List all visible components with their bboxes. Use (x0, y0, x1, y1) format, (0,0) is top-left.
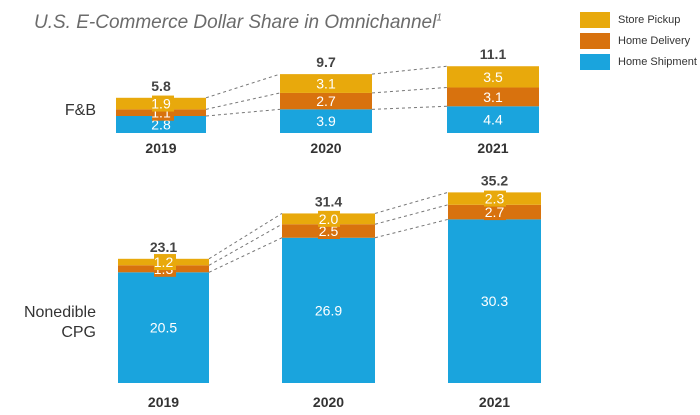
label-tab-0-2020-store-pickup (316, 75, 338, 92)
row-label-cpg: CPG (61, 324, 96, 341)
row-label-nonedible: Nonedible (24, 304, 96, 321)
value-label-0-2021-home-shipment: 4.4 (483, 112, 503, 128)
connector-0-0-store-pickup (205, 73, 281, 99)
connector-0-0-home-shipment (205, 108, 281, 117)
value-label-0-2019-store-pickup: 1.9 (151, 96, 171, 112)
value-label-0-2020-home-delivery: 2.7 (316, 93, 336, 109)
chart-title: U.S. E-Commerce Dollar Share in Omnichan… (34, 12, 442, 34)
label-tab-1-2021-home-delivery (484, 204, 506, 221)
chart-title-text: U.S. E-Commerce Dollar Share in Omnichan… (34, 12, 437, 33)
x-tick-0-2021: 2021 (477, 140, 508, 156)
bar-1-2019-home-shipment (118, 272, 209, 383)
bar-1-2021-home-shipment (448, 219, 541, 383)
connector-1-0-home-shipment (208, 237, 283, 273)
label-tab-1-2020-home-delivery (318, 222, 340, 239)
x-tick-0-2020: 2020 (310, 140, 341, 156)
value-label-1-2021-home-delivery: 2.7 (485, 204, 505, 220)
total-label-0-2019: 5.8 (151, 78, 171, 94)
total-label-1-2020: 31.4 (315, 193, 342, 209)
value-label-1-2020-home-shipment: 26.9 (315, 302, 342, 318)
x-tick-1-2019: 2019 (148, 394, 179, 410)
row-label-fnb: F&B (65, 102, 96, 119)
value-label-0-2021-home-delivery: 3.1 (483, 89, 503, 105)
value-label-0-2020-home-shipment: 3.9 (316, 113, 336, 129)
title-footnote: 1 (436, 12, 442, 24)
x-tick-0-2019: 2019 (145, 140, 176, 156)
label-tab-0-2019-store-pickup (152, 95, 174, 112)
x-tick-1-2020: 2020 (313, 394, 344, 410)
value-label-1-2019-store-pickup: 1.2 (154, 254, 174, 270)
connector-0-1-home-delivery (371, 86, 448, 94)
bar-0-2020-home-shipment (280, 109, 372, 133)
label-tab-0-2021-store-pickup (483, 68, 505, 85)
connector-0-1-home-shipment (371, 105, 448, 110)
label-tab-1-2019-store-pickup (154, 254, 176, 271)
connector-1-0-store-pickup (208, 213, 283, 260)
value-label-1-2020-store-pickup: 2.0 (319, 211, 339, 227)
connector-0-1-store-pickup (371, 65, 448, 75)
value-label-1-2019-home-shipment: 20.5 (150, 320, 177, 336)
value-label-0-2020-store-pickup: 3.1 (316, 76, 336, 92)
label-tab-0-2020-home-delivery (316, 93, 338, 110)
legend: Store Pickup Home Delivery Home Shipment (580, 10, 697, 73)
x-tick-1-2021: 2021 (479, 394, 510, 410)
connector-1-1-store-pickup (374, 191, 449, 214)
value-label-0-2021-store-pickup: 3.5 (483, 69, 503, 85)
legend-label-store-pickup: Store Pickup (618, 13, 681, 26)
label-tab-1-2021-store-pickup (484, 190, 506, 207)
legend-label-home-shipment: Home Shipment (618, 55, 697, 68)
legend-item-home-shipment: Home Shipment (580, 52, 697, 71)
legend-label-home-delivery: Home Delivery (618, 34, 691, 47)
value-label-1-2021-store-pickup: 2.3 (485, 191, 505, 207)
connector-1-1-home-shipment (374, 218, 449, 239)
connector-0-0-home-delivery (205, 92, 281, 110)
bar-0-2021-home-shipment (447, 106, 539, 133)
label-tab-1-2020-store-pickup (318, 210, 340, 227)
value-label-1-2021-home-shipment: 30.3 (481, 293, 508, 309)
bar-1-2020-home-shipment (282, 237, 375, 383)
connector-1-0-home-delivery (208, 223, 283, 266)
label-tab-0-2021-home-delivery (483, 88, 505, 105)
legend-swatch-home-delivery (580, 32, 610, 49)
legend-item-store-pickup: Store Pickup (580, 10, 697, 29)
value-label-1-2020-home-delivery: 2.5 (319, 223, 339, 239)
legend-item-home-delivery: Home Delivery (580, 31, 697, 50)
total-label-0-2021: 11.1 (480, 46, 507, 62)
legend-swatch-home-shipment (580, 53, 610, 70)
total-label-1-2021: 35.2 (481, 172, 508, 188)
legend-swatch-store-pickup (580, 11, 610, 28)
total-label-0-2020: 9.7 (316, 54, 336, 70)
connector-1-1-home-delivery (374, 204, 449, 225)
total-label-1-2019: 23.1 (150, 239, 177, 255)
